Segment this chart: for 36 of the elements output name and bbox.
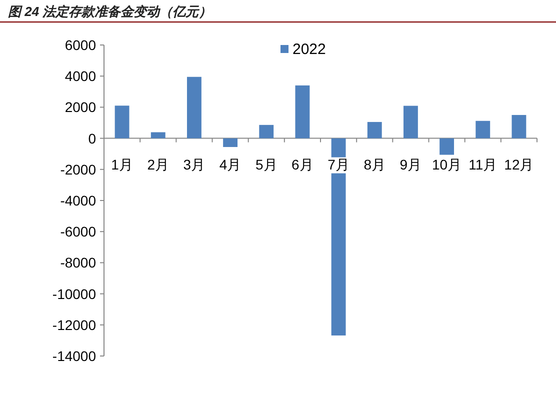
x-tick-label: 11月 bbox=[468, 156, 498, 172]
bar bbox=[403, 106, 418, 138]
x-tick-label: 10月 bbox=[432, 156, 462, 172]
x-tick-label: 1月 bbox=[111, 156, 133, 172]
bar bbox=[295, 85, 310, 138]
y-tick-label: -2000 bbox=[60, 161, 96, 178]
bar bbox=[512, 114, 526, 138]
x-tick-label: 9月 bbox=[400, 156, 422, 172]
legend-label: 2022 bbox=[292, 41, 326, 58]
y-tick-label: -10000 bbox=[52, 286, 96, 302]
x-tick-label: 4月 bbox=[219, 156, 242, 172]
bar bbox=[223, 138, 238, 148]
bar bbox=[259, 124, 274, 138]
x-tick-label: 6月 bbox=[292, 156, 314, 172]
bar bbox=[476, 120, 490, 138]
bar bbox=[186, 76, 202, 138]
bar bbox=[367, 122, 382, 138]
y-tick-label: -14000 bbox=[52, 348, 96, 364]
x-tick-label: 8月 bbox=[364, 156, 386, 172]
x-tick-label: 2月 bbox=[147, 156, 170, 172]
x-tick-label: 12月 bbox=[504, 156, 534, 172]
bar bbox=[440, 138, 454, 155]
chart-title: 图 24 法定存款准备金变动（亿元） bbox=[8, 4, 212, 19]
bar bbox=[114, 106, 130, 138]
y-tick-label: 2000 bbox=[64, 99, 96, 116]
x-tick-label: 3月 bbox=[183, 156, 206, 172]
bar bbox=[150, 132, 166, 138]
y-tick-label: 6000 bbox=[64, 37, 96, 53]
y-tick-label: 0 bbox=[88, 130, 96, 146]
y-tick-label: -6000 bbox=[60, 224, 96, 240]
x-tick-label: 5月 bbox=[255, 156, 278, 172]
x-tick-label: 7月 bbox=[328, 156, 350, 172]
y-tick-label: -4000 bbox=[60, 192, 96, 208]
y-tick-label: -12000 bbox=[52, 316, 96, 333]
y-tick-label: -8000 bbox=[60, 254, 96, 271]
y-tick-label: 4000 bbox=[64, 68, 96, 84]
